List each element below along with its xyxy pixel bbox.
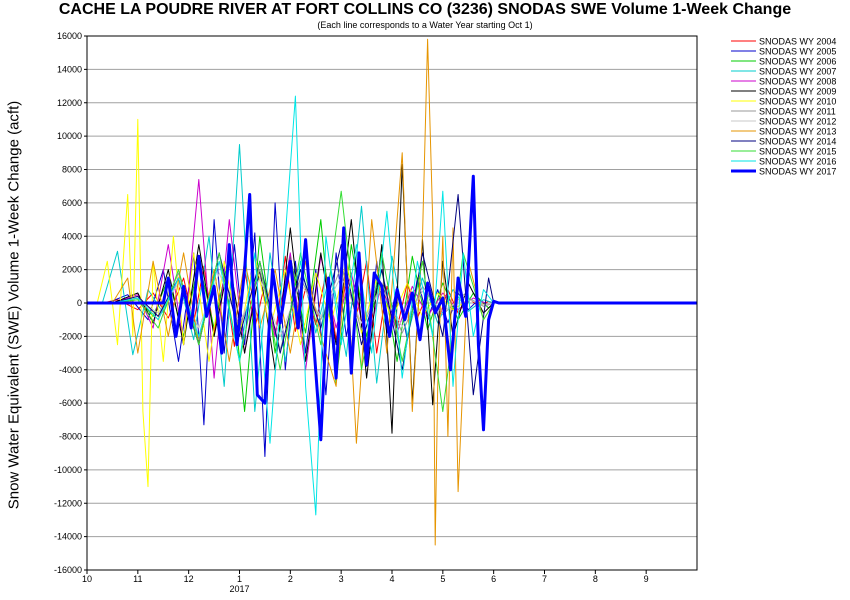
series-line [87,174,697,442]
legend-entry: SNODAS WY 2016 [759,157,836,167]
x-tick-label: 8 [593,574,598,584]
y-axis-ticks: -16000 -14000 -12000 -10000 -8000 -6000 -4000 -… [54,31,87,575]
x-tick-label: 5 [440,574,445,584]
legend-entry: SNODAS WY 2005 [759,47,836,57]
y-tick-label: -8000 [59,432,82,442]
x-tick-label: 1 [237,574,242,584]
series-line [87,164,697,434]
chart-title: CACHE LA POUDRE RIVER AT FORT COLLINS CO… [58,1,792,18]
x-tick-label: 10 [82,574,92,584]
y-tick-label: 14000 [57,64,82,74]
y-tick-label: -16000 [54,565,82,575]
y-tick-label: -12000 [54,498,82,508]
chart-subtitle: (Each line corresponds to a Water Year s… [317,20,533,30]
x-tick-label: 9 [644,574,649,584]
legend-entry: SNODAS WY 2010 [759,97,836,107]
y-tick-label: -2000 [59,331,82,341]
legend-entry: SNODAS WY 2007 [759,67,836,77]
x-tick-label: 11 [133,574,142,584]
legend-entry: SNODAS WY 2015 [759,147,836,157]
y-tick-label: -4000 [59,365,82,375]
legend-entry: SNODAS WY 2017 [759,167,836,177]
legend-entry: SNODAS WY 2006 [759,57,836,67]
legend-entry: SNODAS WY 2008 [759,77,836,87]
y-tick-label: -14000 [54,532,82,542]
legend-entry: SNODAS WY 2012 [759,117,836,127]
y-tick-label: 10000 [57,131,82,141]
y-tick-label: 2000 [62,265,82,275]
x-year-label: 2017 [229,584,249,594]
x-tick-label: 3 [339,574,344,584]
legend-entry: SNODAS WY 2013 [759,127,836,137]
series-lines [87,38,697,546]
y-tick-label: 8000 [62,165,82,175]
x-tick-label: 7 [542,574,547,584]
y-tick-label: 6000 [62,198,82,208]
y-tick-label: -6000 [59,398,82,408]
legend-entry: SNODAS WY 2004 [759,37,836,47]
y-tick-label: 16000 [57,31,82,41]
y-tick-label: 0 [77,298,82,308]
legend-entry: SNODAS WY 2014 [759,137,836,147]
x-tick-label: 2 [288,574,293,584]
y-tick-label: 4000 [62,231,82,241]
legend-entry: SNODAS WY 2011 [759,107,836,117]
y-tick-label: -10000 [54,465,82,475]
y-tick-label: 12000 [57,98,82,108]
x-tick-label: 6 [491,574,496,584]
legend-entry: SNODAS WY 2009 [759,87,836,97]
series-line [87,190,697,412]
x-tick-label: 12 [184,574,194,584]
x-tick-label: 4 [389,574,394,584]
